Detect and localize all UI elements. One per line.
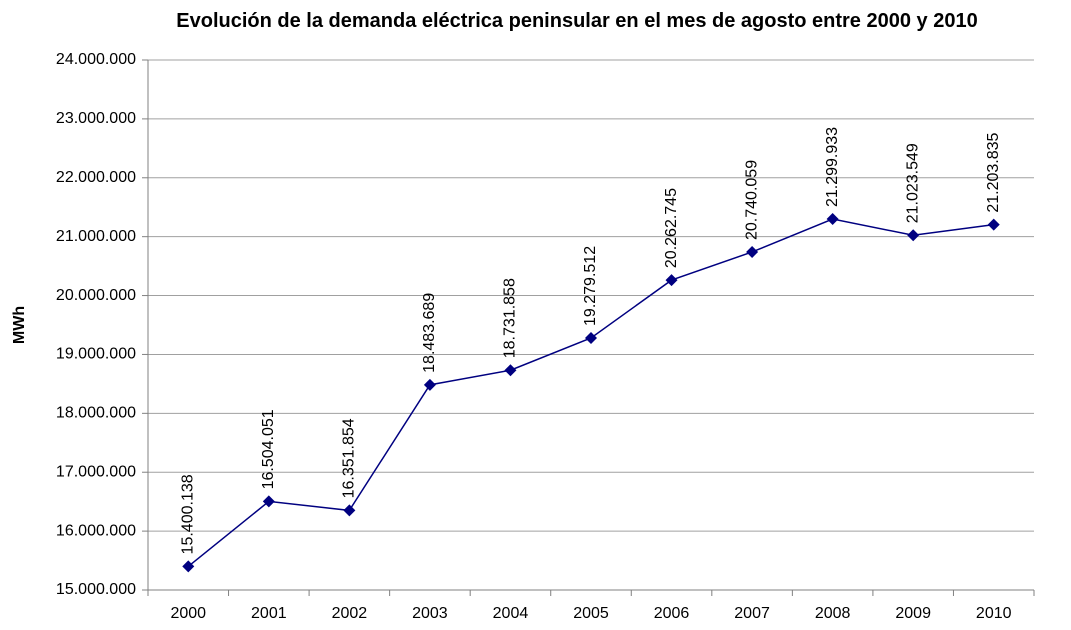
x-tick-label: 2000 <box>170 605 206 622</box>
data-label: 21.023.549 <box>904 143 921 223</box>
marker <box>987 218 1000 231</box>
data-label: 21.299.933 <box>824 127 841 207</box>
y-tick-label: 18.000.000 <box>56 405 136 422</box>
marker <box>504 364 517 377</box>
marker <box>826 213 839 226</box>
x-tick-label: 2010 <box>976 605 1012 622</box>
marker <box>423 378 436 391</box>
x-tick-label: 2004 <box>493 605 529 622</box>
y-tick-label: 23.000.000 <box>56 110 136 127</box>
data-label: 15.400.138 <box>179 474 196 554</box>
marker <box>907 229 920 242</box>
data-label: 16.504.051 <box>260 409 277 489</box>
x-tick-label: 2008 <box>815 605 851 622</box>
data-label: 20.740.059 <box>743 160 760 240</box>
marker <box>665 274 678 287</box>
data-label: 18.731.858 <box>502 278 519 358</box>
y-tick-label: 16.000.000 <box>56 522 136 539</box>
data-label: 21.203.835 <box>985 132 1002 212</box>
data-label: 16.351.854 <box>341 418 358 498</box>
x-tick-label: 2006 <box>654 605 690 622</box>
data-label: 18.483.689 <box>421 293 438 373</box>
marker <box>343 504 356 517</box>
y-tick-label: 19.000.000 <box>56 346 136 363</box>
y-tick-label: 15.000.000 <box>56 581 136 598</box>
marker <box>746 245 759 258</box>
x-tick-label: 2005 <box>573 605 609 622</box>
x-tick-label: 2001 <box>251 605 287 622</box>
x-tick-label: 2002 <box>332 605 368 622</box>
marker <box>262 495 275 508</box>
data-label: 20.262.745 <box>663 188 680 268</box>
y-axis-label: MWh <box>11 306 28 344</box>
chart-title: Evolución de la demanda eléctrica penins… <box>176 10 978 32</box>
y-tick-label: 21.000.000 <box>56 228 136 245</box>
x-tick-label: 2009 <box>895 605 931 622</box>
y-tick-label: 17.000.000 <box>56 463 136 480</box>
marker <box>182 560 195 573</box>
x-tick-label: 2007 <box>734 605 770 622</box>
data-label: 19.279.512 <box>582 246 599 326</box>
marker <box>585 331 597 344</box>
y-tick-label: 22.000.000 <box>56 169 136 186</box>
y-tick-label: 20.000.000 <box>56 287 136 304</box>
y-tick-label: 24.000.000 <box>56 51 136 68</box>
x-tick-label: 2003 <box>412 605 448 622</box>
